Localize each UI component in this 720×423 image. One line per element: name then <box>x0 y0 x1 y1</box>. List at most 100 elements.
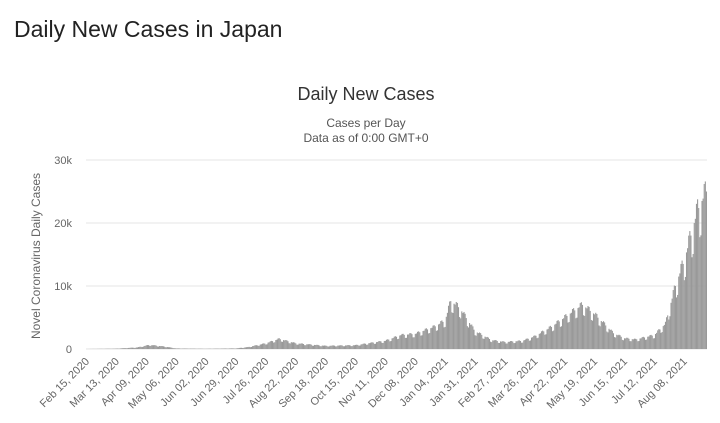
bar <box>511 341 513 349</box>
bar <box>552 331 554 349</box>
bar <box>504 342 506 349</box>
bar <box>524 340 526 349</box>
bar <box>578 307 580 349</box>
bar <box>542 330 544 349</box>
bar <box>169 347 171 349</box>
chart-title: Daily New Cases <box>297 84 434 104</box>
bar <box>537 337 539 349</box>
bar <box>248 346 250 349</box>
bar <box>539 333 541 349</box>
bar <box>346 345 348 349</box>
bar <box>454 304 456 349</box>
bar <box>597 317 599 349</box>
bar <box>471 324 473 349</box>
bar <box>134 347 136 349</box>
bar <box>332 345 334 349</box>
bar <box>618 334 620 349</box>
bar <box>477 333 479 349</box>
bar <box>606 331 608 349</box>
bar <box>630 341 632 349</box>
bar <box>231 348 233 349</box>
y-axis-ticks: 0 10k 20k 30k <box>54 155 72 356</box>
bar <box>438 324 440 349</box>
bar <box>419 332 421 349</box>
bar <box>690 235 692 349</box>
bar <box>693 223 695 349</box>
bar <box>540 331 543 349</box>
bar <box>507 341 509 349</box>
bar <box>699 237 701 349</box>
bar <box>167 347 170 349</box>
bar <box>439 323 441 349</box>
bar <box>620 336 622 349</box>
bar <box>692 253 694 349</box>
bar <box>500 341 502 349</box>
bar <box>466 326 468 349</box>
chart-subtitle-line1: Cases per Day <box>326 116 405 130</box>
bar <box>390 341 392 349</box>
bars <box>86 181 707 349</box>
bar <box>394 336 396 349</box>
bar <box>536 338 538 349</box>
bar <box>423 330 425 349</box>
bar <box>382 342 384 349</box>
bar <box>625 338 627 349</box>
bar <box>310 344 312 349</box>
bar <box>276 339 278 349</box>
bar <box>256 345 258 349</box>
bar <box>579 303 581 349</box>
bar <box>535 335 537 349</box>
bar <box>526 338 528 349</box>
bar <box>403 334 405 349</box>
bar <box>302 343 305 349</box>
bar <box>647 336 649 349</box>
bar <box>659 329 661 349</box>
bar <box>416 331 419 349</box>
bar <box>545 334 547 349</box>
bar <box>428 333 430 349</box>
bar <box>653 338 655 349</box>
bar <box>354 344 357 349</box>
bar <box>414 333 416 349</box>
bar <box>341 345 343 349</box>
bar <box>257 345 259 349</box>
bar <box>262 343 264 349</box>
bar <box>682 263 684 349</box>
bar <box>358 345 360 349</box>
bar <box>564 314 566 349</box>
bar <box>315 345 317 349</box>
bar <box>159 345 161 349</box>
bar <box>401 333 403 349</box>
bar <box>404 337 406 349</box>
bar <box>342 346 344 349</box>
bar <box>576 317 578 349</box>
bar <box>275 340 277 349</box>
bar <box>300 343 302 349</box>
bar <box>672 290 674 349</box>
bar <box>400 335 402 349</box>
bar <box>343 346 346 349</box>
bar <box>444 326 446 349</box>
bar <box>695 203 698 349</box>
bar <box>570 312 572 349</box>
bar <box>474 335 476 349</box>
bar <box>629 341 631 349</box>
bar <box>331 345 333 349</box>
bar <box>160 346 162 349</box>
bar <box>449 301 451 349</box>
bar <box>294 342 296 349</box>
bar <box>544 334 546 349</box>
bar <box>513 343 515 349</box>
bar <box>680 263 682 349</box>
bar <box>604 322 606 349</box>
bar <box>430 328 432 349</box>
bar <box>491 342 493 349</box>
bar <box>460 318 462 349</box>
bar <box>144 345 146 349</box>
bar <box>632 339 634 349</box>
bar <box>269 341 271 349</box>
bar <box>259 344 261 349</box>
bar <box>591 320 593 349</box>
bar <box>258 345 260 349</box>
